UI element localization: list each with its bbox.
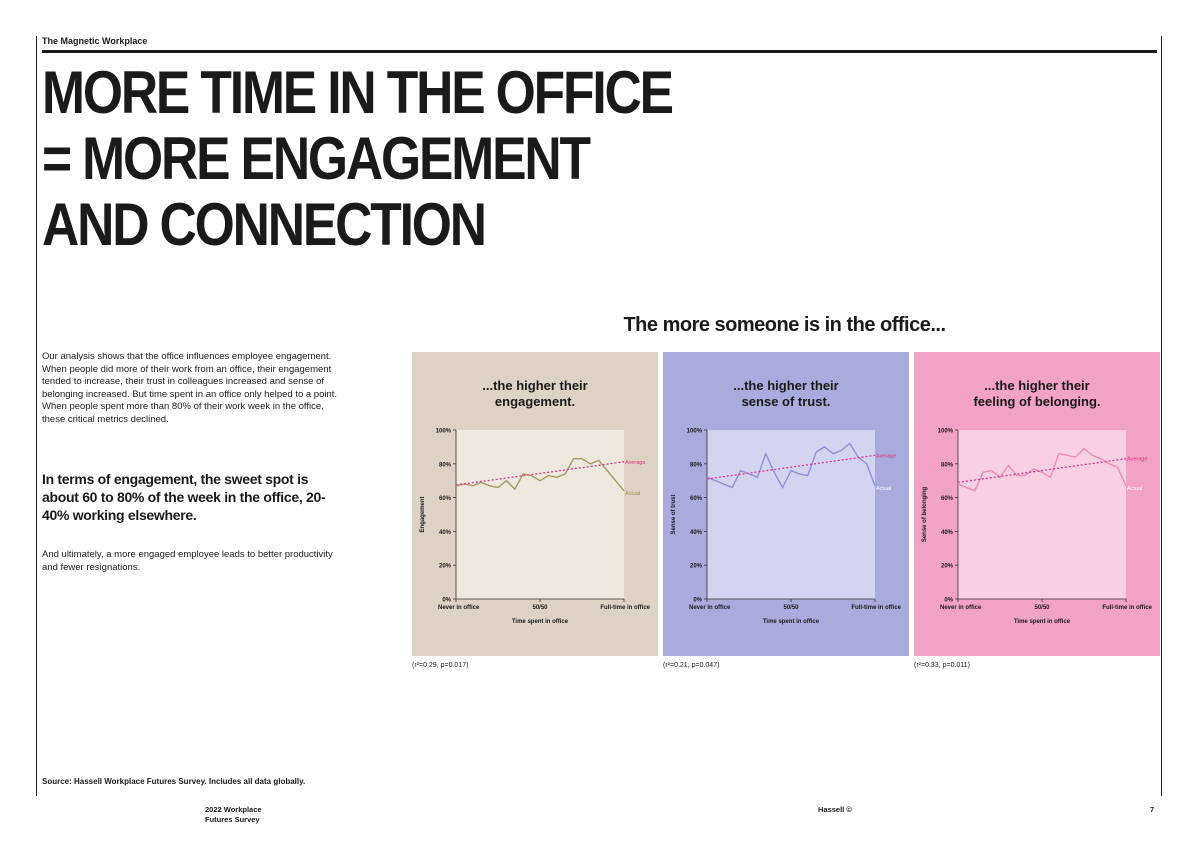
y-tick-label: 40% (439, 530, 452, 536)
actual-line (706, 442, 876, 490)
page-headline: MORE TIME IN THE OFFICE = MORE ENGAGEMEN… (42, 59, 674, 258)
y-tick-label: 60% (941, 496, 954, 502)
chart-title-line: ...the higher their (482, 378, 587, 393)
right-rule (1161, 36, 1162, 796)
actual-legend-label: Actual (1127, 486, 1142, 492)
plot-area (456, 430, 624, 599)
chart-title-line: engagement. (495, 394, 575, 409)
intro-paragraph: Our analysis shows that the office influ… (42, 351, 338, 425)
y-tick-label: 80% (439, 462, 452, 468)
trust-stat: (r²=0.21, p=0.047) (663, 662, 720, 669)
x-tick-label: 50/50 (1034, 605, 1050, 611)
chart-title-line: feeling of belonging. (973, 394, 1100, 409)
chart-title-line: ...the higher their (984, 378, 1089, 393)
average-legend-label: Average (1127, 457, 1147, 463)
average-trend-line (957, 458, 1127, 484)
y-axis-label: Sense of trust (671, 494, 677, 534)
plot-area (707, 430, 875, 599)
source-note: Source: Hassell Workplace Futures Survey… (42, 777, 306, 786)
y-tick-label: 80% (690, 462, 703, 468)
y-tick-label: 20% (690, 564, 703, 570)
x-axis-label: Time spent in office (1014, 619, 1071, 625)
y-tick-label: 0% (693, 598, 702, 604)
y-tick-label: 80% (941, 462, 954, 468)
left-rule (36, 36, 37, 796)
actual-line (455, 457, 625, 492)
footer-report-title: 2022 Workplace Futures Survey (205, 805, 262, 825)
brand-name: The Magnetic Workplace (42, 36, 148, 46)
footer-company: Hassell © (818, 805, 852, 814)
y-tick-label: 20% (439, 564, 452, 570)
engagement-stat: (r²=0.29, p=0.017) (412, 662, 469, 669)
average-legend-label: Average (876, 453, 896, 459)
x-axis-label: Time spent in office (512, 619, 569, 625)
x-tick-label: Full-time in office (1102, 605, 1152, 611)
headline-line-3: AND CONNECTION (42, 191, 487, 258)
chart-title-line: sense of trust. (742, 394, 831, 409)
y-axis-label: Engagement (420, 496, 426, 532)
callout-paragraph: In terms of engagement, the sweet spot i… (42, 471, 326, 523)
plot-area (958, 430, 1126, 599)
y-tick-label: 60% (439, 496, 452, 502)
x-tick-label: 50/50 (532, 605, 548, 611)
y-tick-label: 60% (690, 496, 703, 502)
average-legend-label: Average (625, 460, 645, 466)
y-tick-label: 100% (687, 429, 703, 435)
x-tick-label: Never in office (438, 605, 480, 611)
x-axis-label: Time spent in office (763, 619, 820, 625)
y-tick-label: 100% (938, 429, 954, 435)
trust-chart-panel: ...the higher their sense of trust. 0% 20% 4… (663, 352, 909, 656)
x-tick-label: 50/50 (783, 605, 799, 611)
y-tick-label: 0% (442, 598, 451, 604)
y-tick-label: 100% (436, 429, 452, 435)
x-tick-label: Full-time in office (851, 605, 901, 611)
x-tick-label: Never in office (689, 605, 731, 611)
footer-report-line-1: 2022 Workplace (205, 805, 262, 814)
engagement-chart-panel: ...the higher their engagement. 0% 20% 40% 60… (412, 352, 658, 656)
headline-line-1: MORE TIME IN THE OFFICE (42, 59, 674, 126)
chart-title-line: ...the higher their (733, 378, 838, 393)
footer-report-line-2: Futures Survey (205, 815, 260, 824)
x-tick-label: Never in office (940, 605, 982, 611)
actual-legend-label: Actual (876, 486, 891, 492)
headline-line-2: = MORE ENGAGEMENT (42, 125, 591, 192)
actual-legend-label: Actual (625, 491, 640, 497)
y-tick-label: 40% (941, 530, 954, 536)
top-rule (42, 50, 1157, 53)
belonging-stat: (r²=0.33, p=0.011) (914, 662, 970, 669)
average-trend-line (706, 454, 876, 480)
x-tick-label: Full-time in office (600, 605, 650, 611)
actual-line (957, 447, 1127, 492)
page-number: 7 (1150, 805, 1155, 814)
y-tick-label: 20% (941, 564, 954, 570)
y-axis-label: Sense of belonging (922, 487, 928, 543)
closing-paragraph: And ultimately, a more engaged employee … (42, 549, 333, 573)
average-trend-line (455, 461, 625, 486)
y-tick-label: 40% (690, 530, 703, 536)
belonging-chart-panel: ...the higher their feeling of belonging.… (914, 352, 1160, 656)
charts-heading: The more someone is in the office... (623, 314, 946, 336)
y-tick-label: 0% (944, 598, 953, 604)
